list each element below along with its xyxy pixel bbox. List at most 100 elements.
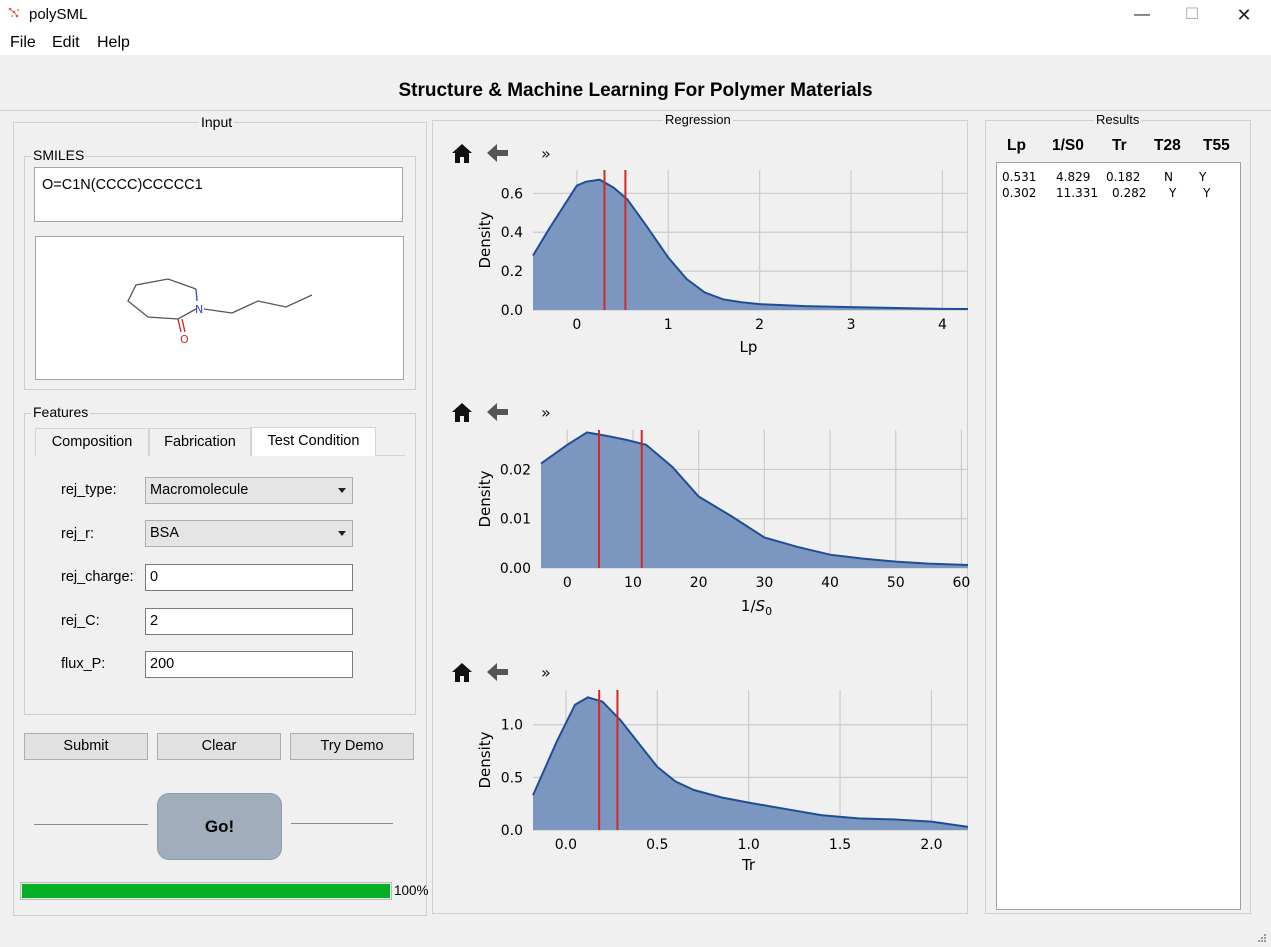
rej-charge-input[interactable]: 0 xyxy=(145,564,353,591)
rej-charge-label: rej_charge: xyxy=(61,569,134,585)
y-tick-label: 0.00 xyxy=(500,561,531,577)
app-icon xyxy=(8,7,20,18)
results-header-t28: T28 xyxy=(1154,137,1181,154)
results-list[interactable] xyxy=(996,162,1241,910)
home-icon[interactable] xyxy=(452,663,472,682)
density-area xyxy=(541,432,968,568)
smiles-input[interactable]: O=C1N(CCCC)CCCCC1 xyxy=(34,167,403,222)
y-tick-label: 0.4 xyxy=(501,225,523,241)
go-button[interactable]: Go! xyxy=(157,793,282,860)
density-curve xyxy=(540,431,969,567)
results-header-tr: Tr xyxy=(1112,137,1127,154)
y-tick-label: 0.2 xyxy=(501,264,523,280)
flux-p-label: flux_P: xyxy=(61,656,106,672)
home-icon[interactable] xyxy=(452,403,472,422)
separator-line xyxy=(291,823,393,824)
more-options-icon[interactable]: » xyxy=(541,144,551,163)
tab-fabrication[interactable]: Fabrication xyxy=(149,428,251,456)
rej-c-input[interactable]: 2 xyxy=(145,608,353,635)
result-cell: 4.829 xyxy=(1056,170,1091,184)
flux-p-input[interactable]: 200 xyxy=(145,651,353,678)
plot-toolbar: » xyxy=(452,144,551,163)
y-axis-label: Density xyxy=(476,731,494,788)
maximize-button[interactable]: ☐ xyxy=(1184,6,1200,23)
y-tick-label: 0.0 xyxy=(501,823,523,839)
x-tick-label: 0.0 xyxy=(555,837,577,853)
result-cell: 0.282 xyxy=(1112,186,1147,200)
result-cell: 0.302 xyxy=(1002,186,1037,200)
menu-help[interactable]: Help xyxy=(97,34,130,51)
back-arrow-icon[interactable] xyxy=(487,144,508,162)
result-cell: 11.331 xyxy=(1056,186,1098,200)
x-tick-label: 10 xyxy=(624,575,642,591)
resize-grip-icon[interactable] xyxy=(1255,931,1267,943)
x-tick-label: 20 xyxy=(690,575,708,591)
tab-composition[interactable]: Composition xyxy=(35,428,149,456)
x-axis-label: Tr xyxy=(741,856,756,874)
rej-type-select[interactable]: Macromolecule xyxy=(145,477,353,504)
home-icon[interactable] xyxy=(452,144,472,163)
density-area xyxy=(533,697,968,830)
menu-bar xyxy=(0,31,1271,55)
rej-type-value: Macromolecule xyxy=(150,482,249,498)
more-options-icon[interactable]: » xyxy=(541,663,551,682)
y-tick-label: 0.02 xyxy=(500,462,531,478)
plot-toolbar: » xyxy=(452,663,551,682)
x-tick-label: 2.0 xyxy=(920,837,942,853)
plot-toolbar: » xyxy=(452,403,551,422)
y-axis-label: Density xyxy=(476,211,494,268)
results-header-lp: Lp xyxy=(1007,137,1026,154)
y-axis-label: Density xyxy=(476,470,494,527)
regression-title: Regression xyxy=(663,112,733,127)
try-demo-button[interactable]: Try Demo xyxy=(290,733,414,760)
density-area xyxy=(533,179,968,310)
progress-label: 100% xyxy=(394,883,429,898)
features-group xyxy=(24,413,416,715)
x-axis-label: Lp xyxy=(740,338,758,356)
chevron-down-icon xyxy=(338,531,346,536)
y-tick-label: 0.01 xyxy=(500,512,531,528)
result-cell: 0.531 xyxy=(1002,170,1037,184)
x-tick-label: 40 xyxy=(821,575,839,591)
result-cell: Y xyxy=(1203,186,1211,200)
results-header-inv-s0: 1/S0 xyxy=(1052,137,1084,154)
density-plot-1: » 0 1 2 3 4 0.0 0.2 0.4 0.6 Lp Density xyxy=(452,144,969,356)
rej-r-label: rej_r: xyxy=(61,526,95,542)
y-tick-label: 1.0 xyxy=(501,718,523,734)
x-tick-label: 0 xyxy=(572,317,581,333)
atom-label: O xyxy=(180,333,189,346)
menu-edit[interactable]: Edit xyxy=(52,34,80,51)
back-arrow-icon[interactable] xyxy=(487,663,508,681)
rej-c-label: rej_C: xyxy=(61,613,100,629)
rej-type-label: rej_type: xyxy=(61,482,117,498)
tab-test-condition[interactable]: Test Condition xyxy=(251,427,376,456)
result-cell: Y xyxy=(1199,170,1207,184)
density-plot-2: » 0 10 20 30 40 50 60 0.00 0.01 0.02 1/S0 Density xyxy=(452,403,970,618)
close-button[interactable]: ✕ xyxy=(1236,5,1252,25)
minimize-button[interactable]: — xyxy=(1134,6,1150,23)
molecule-structure: N O xyxy=(127,278,313,346)
rej-r-select[interactable]: BSA xyxy=(145,520,353,547)
clear-button[interactable]: Clear xyxy=(157,733,281,760)
result-cell: 0.182 xyxy=(1106,170,1141,184)
x-tick-label: 50 xyxy=(887,575,905,591)
density-curve xyxy=(532,178,969,311)
result-cell: N xyxy=(1164,170,1173,184)
back-arrow-icon[interactable] xyxy=(487,403,508,421)
x-tick-label: 2 xyxy=(755,317,764,333)
y-tick-label: 0.6 xyxy=(501,186,523,202)
menu-file[interactable]: File xyxy=(10,34,36,51)
separator-line xyxy=(34,824,148,825)
x-tick-label: 0.5 xyxy=(646,837,668,853)
chevron-down-icon xyxy=(338,488,346,493)
more-options-icon[interactable]: » xyxy=(541,403,551,422)
input-panel-title: Input xyxy=(199,114,235,130)
results-title: Results xyxy=(1094,112,1142,127)
results-header-t55: T55 xyxy=(1203,137,1230,154)
y-tick-label: 0.5 xyxy=(501,770,523,786)
submit-button[interactable]: Submit xyxy=(24,733,148,760)
x-tick-label: 0 xyxy=(563,575,572,591)
window-title: polySML xyxy=(29,6,88,23)
y-tick-label: 0.0 xyxy=(501,303,523,319)
